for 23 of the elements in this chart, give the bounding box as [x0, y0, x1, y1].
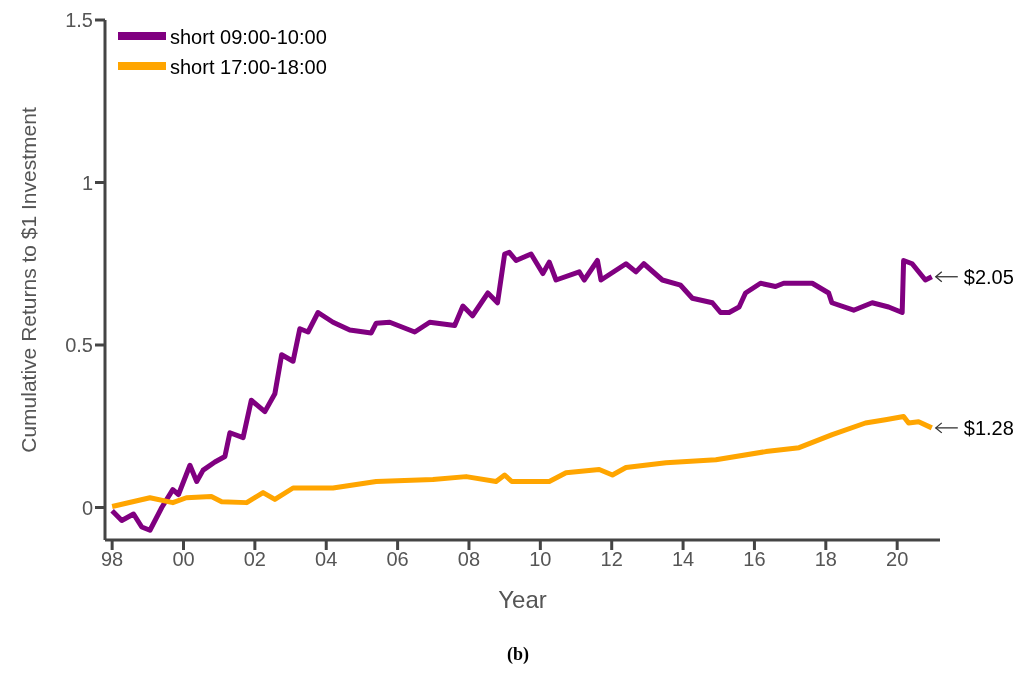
x-tick-label: 10 [529, 548, 552, 571]
x-tick-label: 08 [457, 548, 481, 571]
x-tick-label: 02 [243, 548, 266, 571]
x-axis-title: Year [498, 586, 547, 613]
x-tick-label: 16 [743, 548, 766, 571]
annotation: $1.28 [963, 416, 1014, 439]
y-axis-title: Cumulative Returns to $1 Investment [17, 107, 41, 453]
y-tick-label: 1 [81, 171, 93, 194]
x-tick-label: 06 [386, 548, 409, 571]
legend-label: short 17:00-18:00 [170, 55, 327, 79]
y-tick-label: 0 [81, 496, 93, 519]
x-tick-label: 00 [172, 548, 195, 571]
legend-label: short 09:00-10:00 [170, 25, 327, 49]
annotation: $2.05 [963, 265, 1014, 288]
x-tick-label: 14 [671, 548, 695, 571]
x-tick-label: 18 [814, 548, 837, 571]
y-tick-label: 1.5 [65, 9, 93, 32]
text: (b) [506, 644, 530, 665]
x-tick-label: 04 [315, 548, 338, 571]
x-tick-label: 12 [600, 548, 623, 571]
x-tick-label: 98 [101, 548, 124, 571]
y-tick-label: 0.5 [65, 334, 93, 357]
x-tick-label: 20 [886, 548, 909, 571]
